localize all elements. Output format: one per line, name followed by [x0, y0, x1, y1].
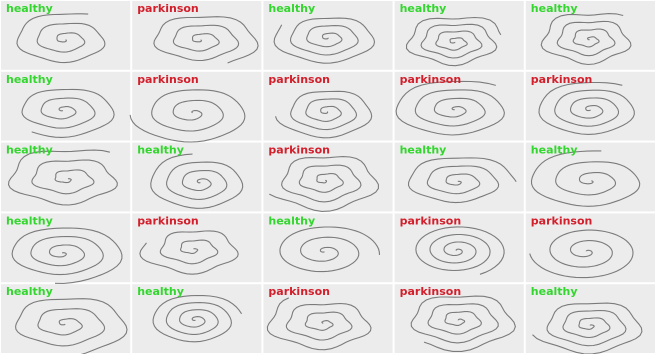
prediction-label: healthy [268, 214, 315, 227]
prediction-label: parkinson [137, 73, 199, 86]
prediction-label: parkinson [268, 285, 330, 298]
spiral-tile: healthy [1, 72, 130, 141]
spiral-tile: healthy [263, 1, 392, 70]
prediction-label: parkinson [400, 285, 462, 298]
prediction-label: healthy [531, 285, 578, 298]
prediction-label: healthy [268, 2, 315, 15]
prediction-label: healthy [400, 2, 447, 15]
spiral-tile: parkinson [526, 213, 655, 282]
prediction-label: parkinson [531, 214, 593, 227]
spiral-tile: parkinson [132, 213, 261, 282]
spiral-tile: parkinson [395, 284, 524, 353]
spiral-tile: healthy [395, 1, 524, 70]
prediction-label: healthy [400, 144, 447, 157]
spiral-tile: parkinson [395, 213, 524, 282]
prediction-label: healthy [531, 144, 578, 157]
prediction-label: healthy [6, 285, 53, 298]
spiral-tile: parkinson [526, 72, 655, 141]
spiral-tile: parkinson [395, 72, 524, 141]
spiral-tile: healthy [526, 284, 655, 354]
spiral-tile: healthy [395, 143, 524, 212]
prediction-label: healthy [6, 214, 53, 227]
spiral-tile: healthy [526, 143, 655, 212]
spiral-tile: healthy [263, 213, 392, 282]
prediction-label: healthy [137, 285, 184, 298]
prediction-label: healthy [6, 73, 53, 86]
prediction-label: parkinson [137, 2, 199, 15]
prediction-label: parkinson [400, 214, 462, 227]
spiral-tile: healthy [132, 143, 261, 212]
prediction-label: parkinson [268, 144, 330, 157]
prediction-label: healthy [137, 144, 184, 157]
prediction-label: healthy [6, 144, 53, 157]
prediction-label: healthy [531, 2, 578, 15]
spiral-tile: healthy [526, 1, 655, 70]
spiral-tile: parkinson [263, 72, 392, 141]
spiral-tile: healthy [1, 143, 130, 212]
prediction-label: healthy [6, 2, 53, 15]
spiral-tile: parkinson [263, 284, 392, 353]
prediction-label: parkinson [400, 73, 462, 86]
prediction-label: parkinson [268, 73, 330, 86]
spiral-tile: parkinson [130, 72, 261, 142]
spiral-tile: healthy [1, 1, 130, 70]
spiral-tile: healthy [1, 284, 130, 354]
spiral-tile: healthy [1, 213, 130, 283]
spiral-tile: healthy [132, 284, 261, 353]
prediction-label: parkinson [531, 73, 593, 86]
montage: healthy parkinson healthy healthy healthy hea… [0, 0, 656, 354]
spiral-tile: parkinson [132, 1, 261, 70]
prediction-label: parkinson [137, 214, 199, 227]
spiral-tile: parkinson [263, 143, 392, 212]
